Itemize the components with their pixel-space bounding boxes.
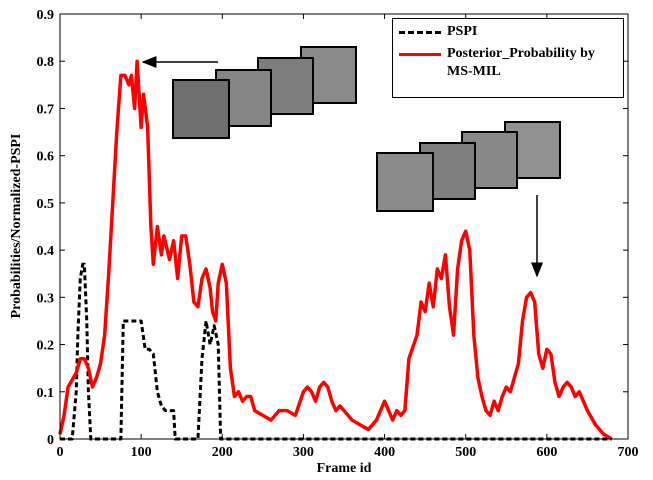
x-tick-label: 300 [293,445,314,460]
legend: PSPI Posterior_Probability by MS-MIL [392,18,624,98]
plot-frame [59,13,629,440]
y-tick-label: 0.4 [37,244,55,259]
legend-label: Posterior_Probability by MS-MIL [447,46,595,79]
series-line [60,262,612,441]
legend-label: PSPI [447,24,478,39]
x-tick-label: 0 [57,445,64,460]
series-line [58,59,613,441]
y-tick-label: 0.9 [37,8,55,23]
x-tick-label: 500 [455,445,476,460]
face-frames [376,121,561,212]
legend-swatch [399,53,441,56]
x-tick-label: 600 [536,445,557,460]
y-tick-label: 0.5 [37,197,55,212]
y-tick-label: 0.3 [37,291,55,306]
y-tick-label: 0.2 [37,339,55,354]
y-tick-label: 0 [47,433,54,448]
x-tick-label: 400 [374,445,395,460]
y-tick-label: 0.8 [37,55,55,70]
x-tick-label: 700 [618,445,639,460]
y-tick-label: 0.1 [37,386,55,401]
x-axis-label: Frame id [317,461,372,476]
face-image [376,152,434,212]
y-tick-label: 0.6 [37,150,55,165]
face-image [172,79,230,139]
face-frames [172,46,357,139]
y-axis-label: Probabilities/Normalized-PSPI [9,134,24,319]
legend-entry: Posterior_Probability by MS-MIL [399,45,617,81]
x-tick-label: 100 [131,445,152,460]
legend-entry: PSPI [399,23,617,41]
x-tick-label: 200 [212,445,233,460]
legend-swatch [399,31,441,34]
y-tick-label: 0.7 [37,102,55,117]
